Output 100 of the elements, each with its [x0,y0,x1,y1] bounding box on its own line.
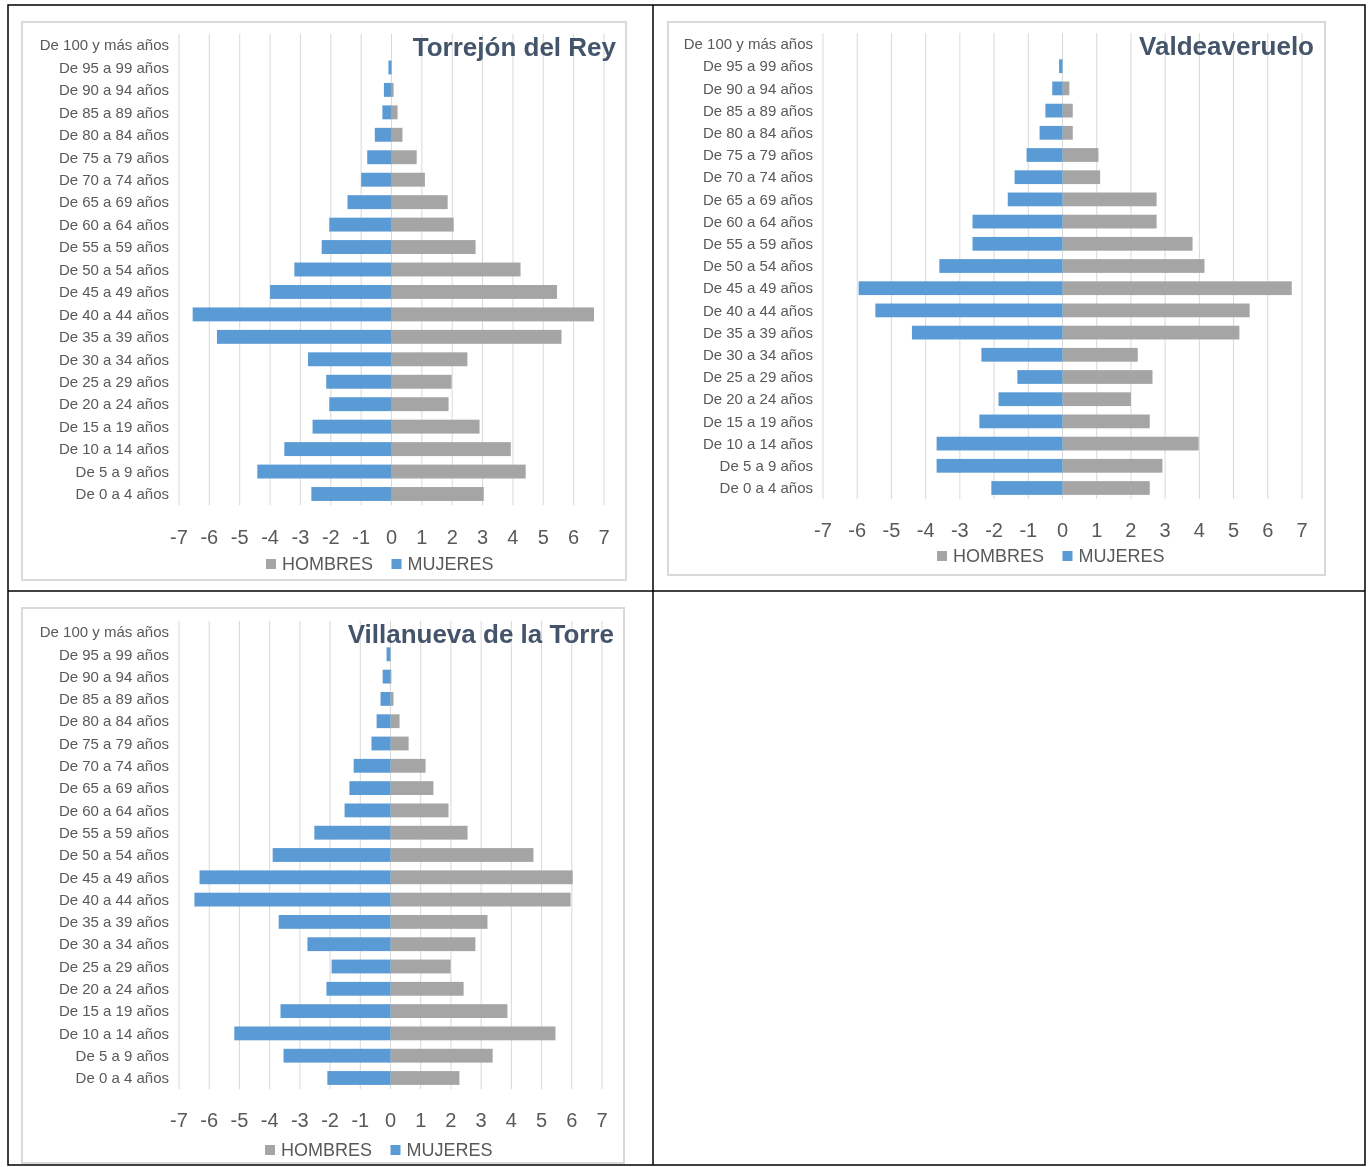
y-tick-label: De 25 a 29 años [702,368,813,386]
y-tick-label: De 35 a 39 años [702,323,813,341]
x-tick-label: 7 [598,526,610,548]
y-tick-label: De 10 a 14 años [58,440,169,458]
x-tick-label: -4 [260,1109,279,1131]
y-tick-label: De 60 a 64 años [58,801,169,819]
y-tick-label: De 20 a 24 años [702,390,813,408]
y-tick-label: De 90 a 94 años [58,667,169,685]
x-tick-label: 0 [1056,519,1069,541]
x-tick-label: 2 [446,526,458,548]
x-tick-label: 5 [537,526,549,548]
y-tick-label: De 55 a 59 años [702,235,813,253]
x-tick-label: -3 [290,1109,309,1131]
x-tick-label: -5 [230,1109,249,1131]
y-tick-label: De 50 a 54 años [58,260,169,278]
y-tick-label: De 85 a 89 años [58,103,169,121]
y-tick-label: De 25 a 29 años [58,373,169,390]
y-tick-label: De 0 a 4 años [719,479,813,497]
x-tick-label: -7 [170,526,188,548]
x-tick-label: 6 [1262,519,1274,541]
x-tick-label: 5 [1228,519,1240,541]
x-tick-label: 7 [596,1109,608,1131]
y-tick-label: De 100 y más años [39,36,169,54]
y-tick-label: De 70 a 74 años [58,757,169,775]
x-tick-label: 0 [385,526,398,548]
legend-label: MUJERES [407,554,494,575]
y-tick-label: De 65 a 69 años [58,779,169,797]
y-tick-label: De 95 a 99 años [702,57,813,75]
y-tick-label: De 60 a 64 años [58,215,169,233]
y-tick-label: De 15 a 19 años [58,1002,169,1020]
y-tick-label: De 45 a 49 años [58,868,169,886]
x-tick-label: 6 [568,526,580,548]
y-tick-label: De 35 a 39 años [58,328,169,346]
y-tick-label: De 75 a 79 años [702,146,813,164]
legend-label: MUJERES [1078,546,1165,567]
y-tick-label: De 65 a 69 años [58,193,169,211]
x-tick-label: -4 [916,519,935,541]
y-tick-label: De 80 a 84 años [58,126,169,144]
y-tick-label: De 30 a 34 años [58,350,169,368]
x-tick-label: 4 [505,1109,517,1131]
x-tick-label: 7 [1296,519,1308,541]
y-tick-label: De 40 a 44 años [702,301,813,319]
chart-title: Villanueva de la Torre [347,619,614,650]
x-tick-label: -7 [814,519,832,541]
y-tick-label: De 80 a 84 años [702,124,813,142]
y-tick-label: De 0 a 4 años [75,485,169,503]
y-tick-label: De 20 a 24 años [58,395,169,413]
y-tick-label: De 55 a 59 años [58,823,169,841]
y-tick-label: De 60 a 64 años [702,212,813,230]
x-tick-label: -2 [321,1109,339,1131]
chart-title: Valdeaveruelo [1139,31,1314,62]
x-tick-label: -3 [291,526,310,548]
x-tick-label: -2 [985,519,1003,541]
x-tick-label: 1 [1091,519,1103,541]
x-tick-label: -3 [950,519,969,541]
y-tick-label: De 45 a 49 años [702,279,813,297]
x-tick-label: -7 [170,1109,188,1131]
y-tick-label: De 95 a 99 años [58,58,169,76]
x-tick-label: -6 [200,526,219,548]
y-tick-label: De 75 a 79 años [58,148,169,166]
x-tick-label: 4 [1193,519,1205,541]
y-tick-label: De 15 a 19 años [58,417,169,435]
y-tick-label: De 5 a 9 años [719,457,813,475]
chart-title: Torrejón del Rey [412,32,617,63]
x-tick-label: -1 [1019,519,1038,541]
y-tick-label: De 5 a 9 años [75,1046,169,1064]
legend-label: MUJERES [406,1140,493,1161]
x-tick-label: 5 [536,1109,548,1131]
legend-label: HOMBRES [282,554,374,575]
y-tick-label: De 40 a 44 años [58,890,169,908]
x-tick-label: 3 [1159,519,1171,541]
y-tick-label: De 50 a 54 años [702,257,813,275]
y-tick-label: De 80 a 84 años [58,712,169,730]
y-tick-label: De 5 a 9 años [75,462,169,480]
x-tick-label: 1 [415,1109,427,1131]
y-tick-label: De 85 a 89 años [58,690,169,708]
x-tick-label: -5 [882,519,901,541]
y-tick-label: De 95 a 99 años [58,645,169,663]
y-tick-label: De 35 a 39 años [58,913,169,931]
y-tick-label: De 0 a 4 años [75,1069,169,1087]
y-tick-label: De 90 a 94 años [58,81,169,99]
y-tick-label: De 50 a 54 años [58,846,169,864]
legend-label: HOMBRES [281,1140,373,1161]
y-tick-label: De 10 a 14 años [702,434,813,452]
y-tick-label: De 20 a 24 años [58,980,169,998]
x-tick-label: 1 [416,526,428,548]
y-tick-label: De 30 a 34 años [58,935,169,953]
x-tick-label: 4 [507,526,519,548]
y-tick-label: De 45 a 49 años [58,283,169,301]
y-tick-label: De 10 a 14 años [58,1024,169,1042]
x-tick-label: -5 [230,526,249,548]
x-tick-label: -6 [848,519,867,541]
x-tick-label: 2 [1125,519,1137,541]
y-tick-label: De 55 a 59 años [58,238,169,256]
x-tick-label: 2 [445,1109,457,1131]
y-tick-label: De 15 a 19 años [702,412,813,430]
x-tick-label: 6 [566,1109,578,1131]
y-tick-label: De 100 y más años [39,623,169,641]
legend-label: HOMBRES [953,546,1045,567]
y-tick-label: De 90 a 94 años [702,79,813,97]
